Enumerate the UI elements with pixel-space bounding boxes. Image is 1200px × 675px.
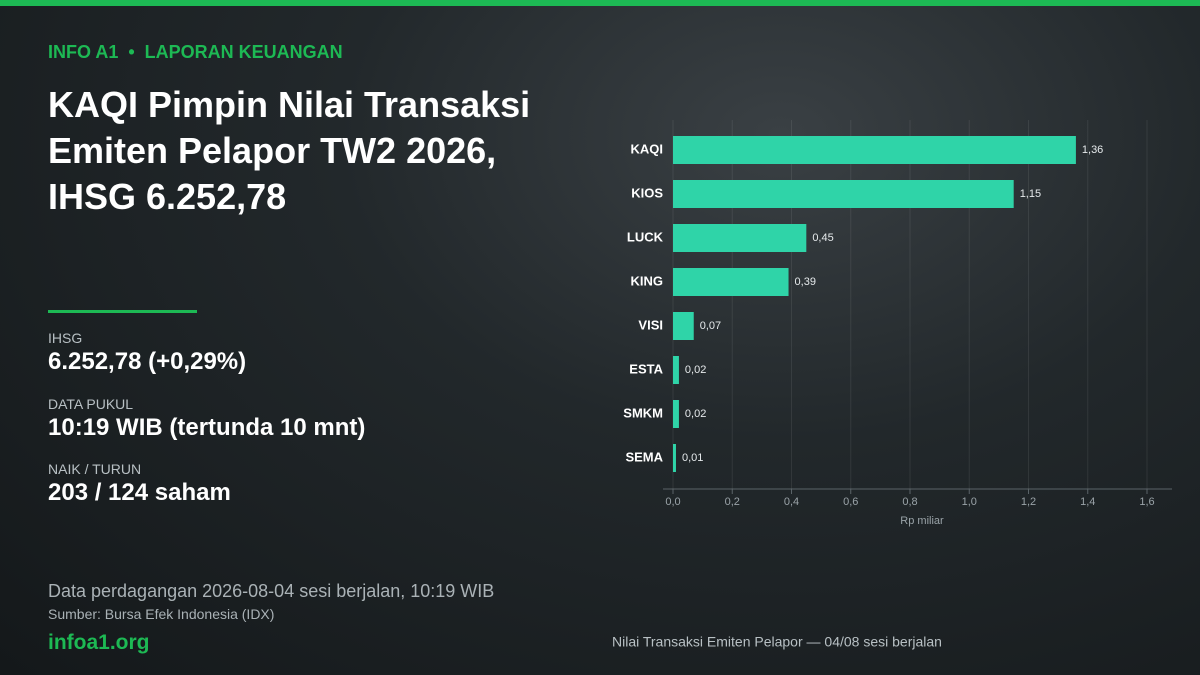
title: KAQI Pimpin Nilai Transaksi Emiten Pelap… [48, 82, 530, 220]
y-tick-label: VISI [638, 317, 663, 332]
bar [673, 444, 676, 472]
value-label: 1,36 [1082, 144, 1103, 156]
title-line: KAQI Pimpin Nilai Transaksi [48, 84, 531, 125]
x-tick-label: 1,4 [1080, 496, 1095, 508]
x-tick-label: 0,0 [665, 496, 680, 508]
bar [673, 224, 807, 252]
footer-note: Data perdagangan 2026-08-04 sesi berjala… [48, 581, 495, 601]
stat-label: IHSG [48, 330, 83, 346]
stat-label: NAIK / TURUN [48, 461, 142, 477]
top-bar [0, 0, 1200, 6]
stat-value: 10:19 WIB (tertunda 10 mnt) [48, 414, 366, 441]
section: LAPORAN KEUANGAN [144, 42, 343, 62]
bar [673, 400, 679, 428]
x-tick-label: 0,4 [784, 496, 799, 508]
stat-value: 6.252,78 (+0,29%) [48, 348, 247, 375]
x-tick-label: 0,2 [725, 496, 740, 508]
value-label: 0,07 [700, 320, 721, 332]
bar [673, 180, 1014, 208]
value-label: 0,02 [685, 364, 706, 376]
stat: NAIK / TURUN 203 / 124 saham [48, 461, 231, 507]
stat-label: DATA PUKUL [48, 396, 134, 412]
y-tick-label: ESTA [629, 361, 663, 376]
brand: INFO A1 [48, 42, 119, 62]
stat-value: 203 / 124 saham [48, 479, 231, 506]
bar [673, 136, 1076, 164]
x-tick-label: 1,2 [1021, 496, 1036, 508]
bar [673, 268, 789, 296]
x-tick-label: 0,6 [843, 496, 858, 508]
site: infoa1.org [48, 631, 150, 654]
bar [673, 356, 679, 384]
kicker: INFO A1 • LAPORAN KEUANGAN [48, 42, 343, 62]
x-tick-label: 1,6 [1139, 496, 1154, 508]
y-tick-label: SEMA [625, 449, 663, 464]
title-line: Emiten Pelapor TW2 2026, [48, 130, 497, 171]
y-tick-label: LUCK [627, 229, 664, 244]
value-label: 0,39 [795, 276, 816, 288]
stat: DATA PUKUL 10:19 WIB (tertunda 10 mnt) [48, 396, 365, 442]
footer-source: Sumber: Bursa Efek Indonesia (IDX) [48, 606, 275, 622]
x-axis-label: Rp miliar [900, 515, 944, 527]
value-label: 0,02 [685, 408, 706, 420]
stat: IHSG 6.252,78 (+0,29%) [48, 330, 246, 376]
chart-caption: Nilai Transaksi Emiten Pelapor — 04/08 s… [612, 634, 942, 650]
y-tick-label: KAQI [631, 141, 664, 156]
y-tick-label: KIOS [631, 185, 663, 200]
x-tick-label: 1,0 [962, 496, 977, 508]
value-label: 0,01 [682, 452, 703, 464]
title-line: IHSG 6.252,78 [48, 176, 287, 217]
value-label: 0,45 [812, 232, 833, 244]
divider [48, 310, 197, 313]
x-tick-label: 0,8 [902, 496, 917, 508]
bar [673, 312, 694, 340]
y-tick-label: KING [631, 273, 664, 288]
value-label: 1,15 [1020, 188, 1041, 200]
y-tick-label: SMKM [623, 405, 663, 420]
